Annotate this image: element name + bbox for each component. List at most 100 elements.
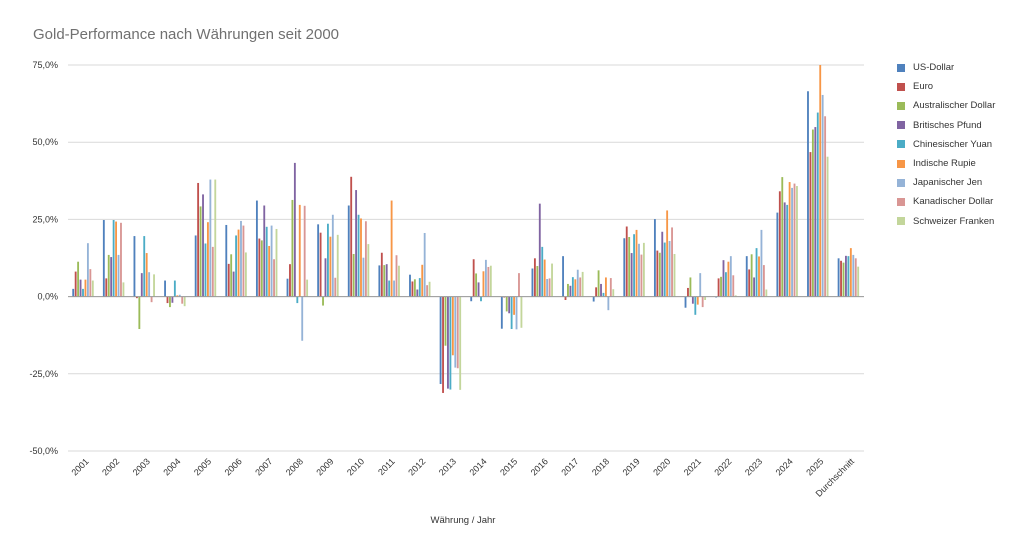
bar [673,253,676,297]
bar [199,206,202,297]
bar [416,289,419,297]
bar [475,273,478,297]
legend-swatch [897,82,905,91]
bar [653,219,656,297]
bar [447,296,449,389]
bar [449,296,452,390]
bar [576,269,579,297]
legend-label: Indische Rupie [913,158,976,170]
bar [623,238,626,297]
bar [814,127,817,297]
bar [301,296,304,341]
bar [364,221,367,297]
bar [418,278,421,297]
bar [760,229,763,297]
bar [581,271,584,297]
bar [597,270,600,297]
bar [454,296,457,368]
y-tick-label: 25,0% [32,214,58,224]
bar [197,182,200,297]
bar [765,289,768,297]
legend-item: Australischer Dollar [897,96,995,115]
bar [729,256,732,297]
bar [487,266,490,297]
x-tick-label: 2018 [590,456,611,477]
legend-swatch [897,197,905,206]
bar [423,232,426,297]
legend-label: US-Dollar [913,62,955,74]
bar [444,296,447,346]
bar [385,264,388,297]
bar [755,248,758,297]
bar [776,212,779,297]
x-tick-label: 2004 [161,456,182,477]
bar [484,259,487,297]
legend-label: Japanischer Jen [913,177,983,189]
bar [472,259,475,297]
bar [362,257,365,297]
bar [138,296,141,330]
bar [255,200,258,297]
bar [658,252,661,297]
bar [638,243,640,297]
bar [824,116,827,297]
bar [734,295,737,297]
bar [691,296,694,304]
bar [105,278,108,297]
bar [533,258,536,297]
bar [459,296,462,390]
bar [753,277,756,297]
bar [628,237,631,297]
bar [306,279,309,297]
bar [562,256,564,297]
bar [480,296,482,302]
legend-item: Euro [897,77,995,96]
bar [699,273,702,297]
bar [166,296,169,304]
x-tick-label: 2015 [498,456,519,477]
bar [164,280,166,297]
bar [840,260,842,297]
bar [854,258,857,297]
x-tick-label: 2020 [651,456,672,477]
legend-label: Kanadischer Dollar [913,196,994,208]
bar [640,254,643,297]
bar [227,263,230,297]
bar [793,183,796,297]
bar [327,223,329,297]
x-tick-label: 2008 [284,456,305,477]
bar [176,295,179,297]
bar [411,281,414,297]
bar [232,271,235,297]
bar [508,296,511,314]
bar [612,289,615,297]
bar [117,254,120,297]
bar [355,190,358,297]
bar [77,261,80,297]
bar [510,296,513,330]
legend-item: Britisches Pfund [897,116,995,135]
legend-item: Chinesischer Yuan [897,135,995,154]
y-axis-tick-labels: 75,0% 50,0% 25,0% 0,0% -25,0% -50,0% [29,60,58,456]
x-tick-label: 2003 [131,456,152,477]
bar [536,266,539,297]
bar [225,224,228,297]
bar [842,262,845,297]
bar [350,176,353,297]
bar [150,296,153,303]
legend-label: Australischer Dollar [913,100,996,112]
legend-item: Indische Rupie [897,154,995,173]
bar [796,186,798,297]
bar [153,274,155,297]
bar [470,296,473,302]
x-tick-label: 2014 [467,456,488,477]
x-tick-label: 2016 [529,456,550,477]
bar [564,296,567,300]
bar [409,274,411,297]
bar [819,65,822,297]
bar [807,91,809,297]
bar [642,242,645,297]
legend-swatch [897,217,905,226]
bar [194,235,197,297]
y-tick-label: -25,0% [29,369,58,379]
